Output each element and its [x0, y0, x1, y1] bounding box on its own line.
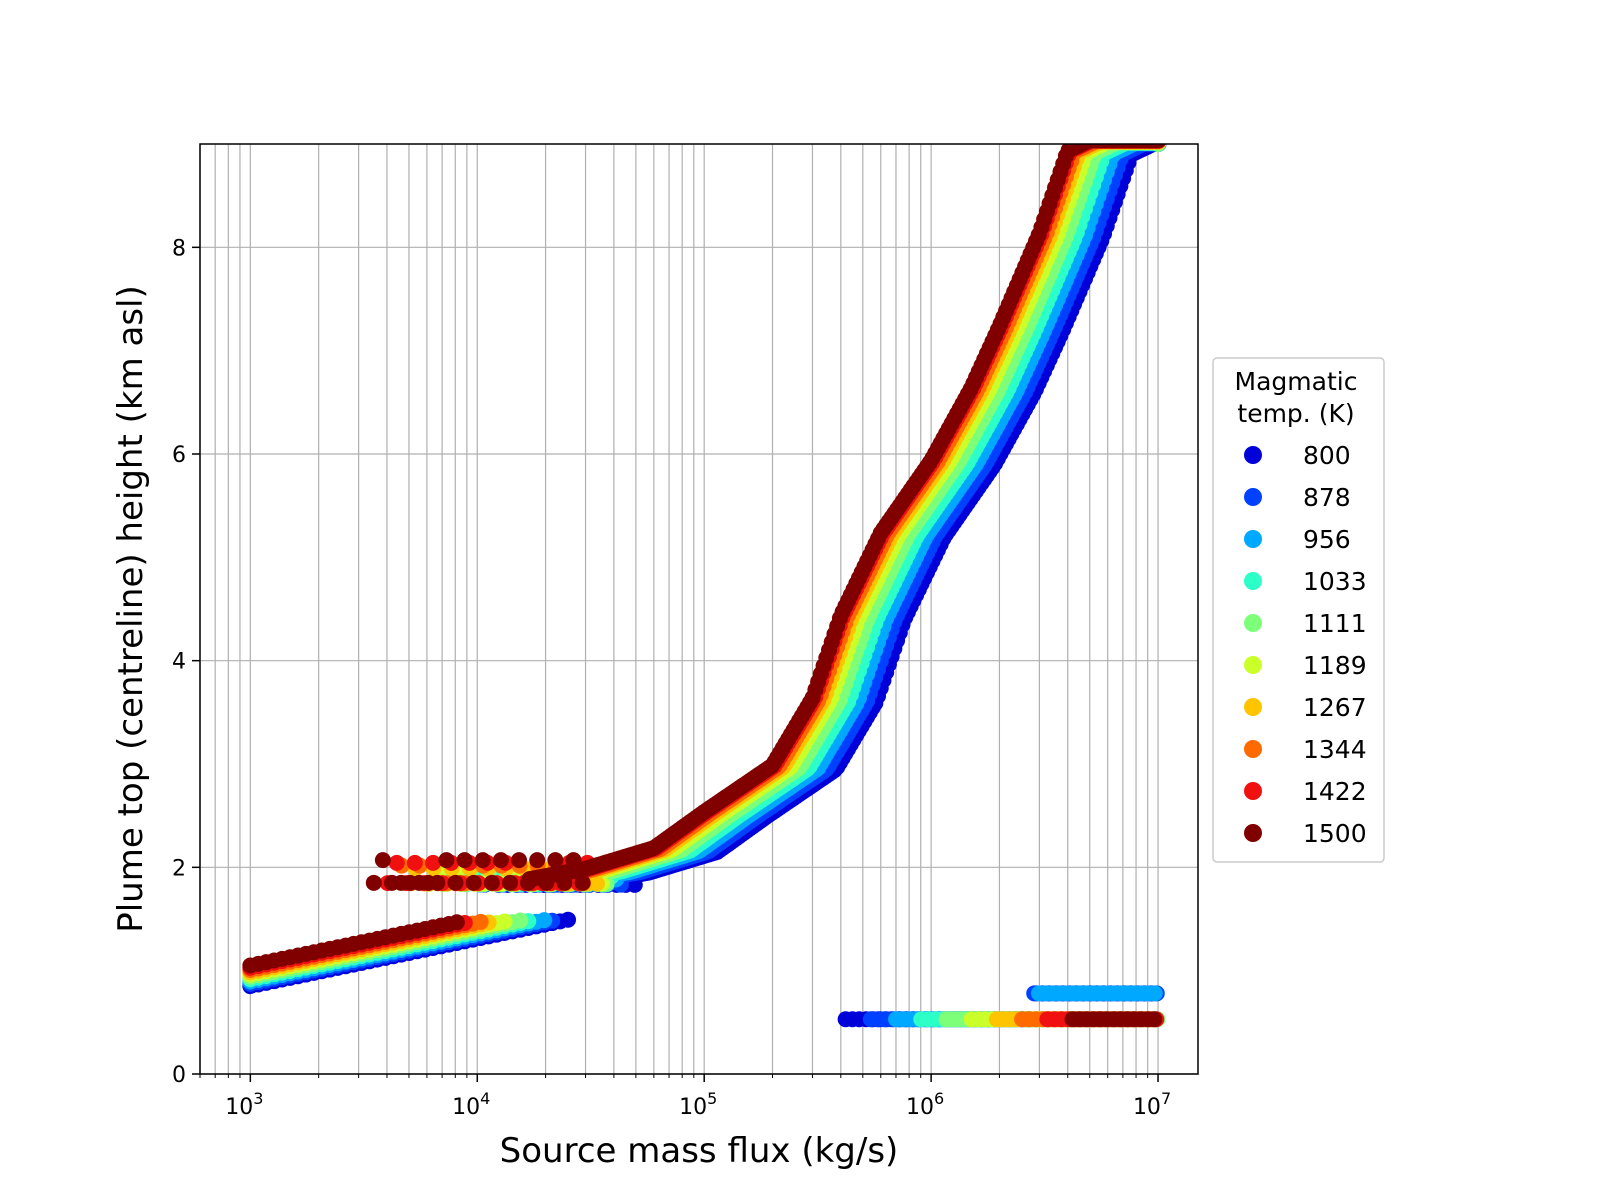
x-tick-label: 106	[906, 1089, 944, 1120]
legend-label-1422: 1422	[1303, 777, 1367, 806]
legend-marker-1500	[1244, 824, 1262, 842]
point-956	[1146, 985, 1163, 1002]
legend: Magmatic temp. (K) 800 878 956 1033 1111 1189…	[1212, 357, 1385, 863]
point-1422	[425, 854, 442, 871]
legend-marker-1422	[1244, 782, 1262, 800]
point-1422	[388, 854, 405, 871]
legend-label-1189: 1189	[1303, 651, 1367, 680]
point-1500	[448, 914, 465, 931]
point-1422	[406, 854, 423, 871]
point-1500	[374, 852, 391, 869]
legend-label-956: 956	[1303, 525, 1351, 554]
point-1500	[429, 874, 446, 891]
legend-marker-1111	[1244, 614, 1262, 632]
legend-marker-878	[1244, 488, 1262, 506]
point-1500	[465, 874, 482, 891]
y-tick-label: 0	[172, 1063, 186, 1088]
legend-title-line-1: Magmatic	[1235, 367, 1358, 396]
point-878	[1150, 124, 1166, 140]
x-tick-label: 104	[452, 1089, 490, 1120]
x-tick-label: 107	[1133, 1089, 1171, 1120]
point-1500	[438, 852, 455, 869]
axis-ticks: 103 104 105 106 107 0 2 4 6 8	[172, 236, 1171, 1120]
point-1500	[447, 874, 464, 891]
point-1267	[588, 875, 605, 892]
point-956	[1150, 124, 1166, 140]
point-1189	[496, 913, 513, 930]
point-1500	[1151, 144, 1166, 149]
point-1500	[529, 852, 546, 869]
point-1500	[492, 852, 509, 869]
x-tick-label: 103	[225, 1089, 263, 1120]
legend-title-line-2: temp. (K)	[1237, 399, 1354, 428]
legend-marker-1033	[1244, 572, 1262, 590]
legend-marker-1344	[1244, 740, 1262, 758]
legend-label-1344: 1344	[1303, 735, 1367, 764]
legend-box	[1212, 357, 1385, 863]
point-1500	[501, 874, 518, 891]
y-tick-label: 4	[172, 650, 186, 675]
point-956	[536, 912, 553, 929]
legend-marker-956	[1244, 530, 1262, 548]
legend-label-878: 878	[1303, 483, 1351, 512]
legend-marker-1267	[1244, 698, 1262, 716]
point-1500	[365, 874, 382, 891]
point-1111	[512, 912, 529, 929]
y-tick-label: 6	[172, 443, 186, 468]
point-800	[1150, 124, 1166, 140]
legend-label-1033: 1033	[1303, 567, 1367, 596]
point-1500	[574, 874, 591, 891]
point-1111	[1150, 124, 1166, 140]
point-1344	[472, 913, 489, 930]
y-tick-label: 8	[172, 236, 186, 261]
legend-label-1111: 1111	[1303, 609, 1367, 638]
point-1500	[1146, 1011, 1163, 1028]
legend-label-1267: 1267	[1303, 693, 1367, 722]
point-1500	[474, 852, 491, 869]
y-tick-label: 2	[172, 856, 186, 881]
point-1500	[483, 874, 500, 891]
point-1500	[547, 852, 564, 869]
point-1500	[456, 852, 473, 869]
legend-marker-800	[1244, 446, 1262, 464]
point-1500	[511, 852, 528, 869]
plot-frame	[199, 143, 1199, 1075]
legend-label-1500: 1500	[1303, 819, 1367, 848]
scatter-points	[242, 124, 1167, 1028]
point-1033	[1150, 124, 1166, 140]
x-tick-label: 105	[679, 1089, 717, 1120]
x-axis-label: Source mass flux (kg/s)	[500, 1131, 899, 1171]
legend-label-800: 800	[1303, 441, 1351, 470]
y-axis-label: Plume top (centreline) height (km asl)	[111, 285, 151, 933]
point-800	[560, 911, 577, 928]
legend-marker-1189	[1244, 656, 1262, 674]
